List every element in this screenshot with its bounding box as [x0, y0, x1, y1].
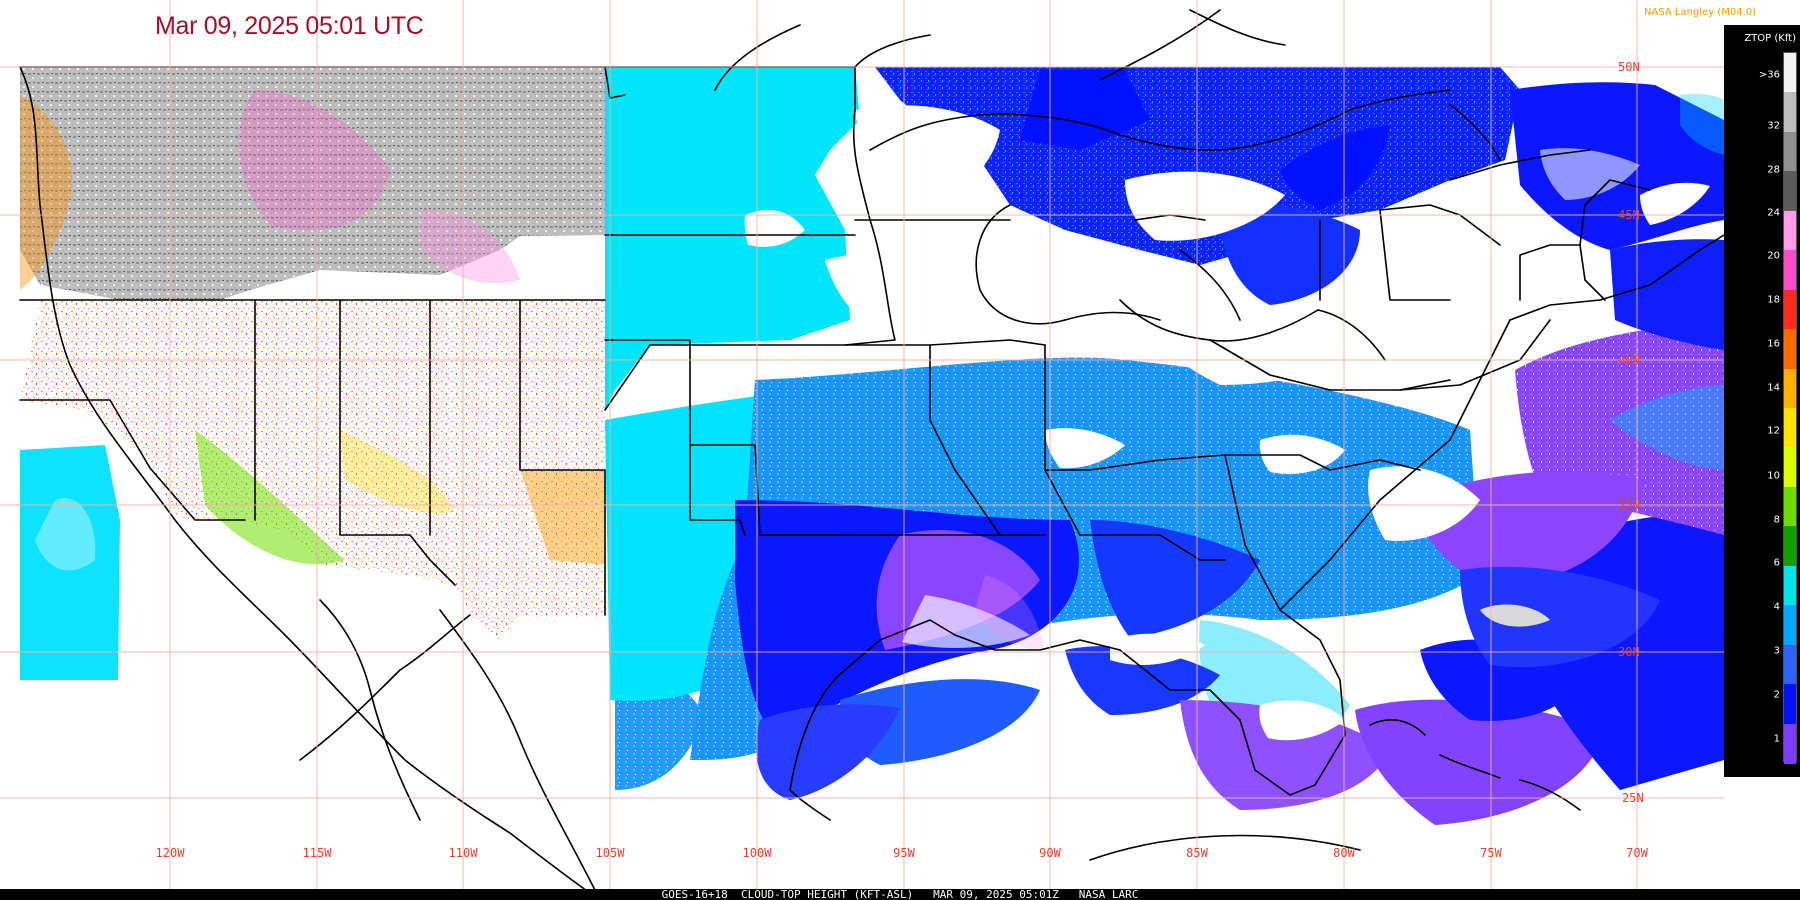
legend-title: ZTOP (Kft)	[1744, 33, 1796, 44]
legend-tick-0: >36	[1758, 69, 1780, 81]
legend-tick-14: 2	[1773, 689, 1780, 701]
longitude-label: 80W	[1333, 846, 1355, 860]
legend-segment-4	[1784, 210, 1796, 252]
legend-tick-2: 28	[1767, 164, 1780, 176]
latitude-label: 35N	[1618, 498, 1640, 512]
latitude-label: 50N	[1618, 60, 1640, 74]
attribution-label: NASA Langley (M04.0)	[1644, 7, 1756, 18]
boundaries	[19, 9, 1725, 900]
longitude-label: 75W	[1480, 846, 1502, 860]
legend-tick-10: 8	[1773, 514, 1780, 526]
longitude-label: 110W	[448, 846, 478, 860]
legend-tick-9: 10	[1767, 470, 1780, 482]
legend-tick-5: 18	[1767, 294, 1780, 306]
longitude-label: 100W	[742, 846, 772, 860]
longitude-label: 85W	[1186, 846, 1208, 860]
legend-segment-12	[1784, 526, 1796, 567]
legend-tick-4: 20	[1767, 250, 1780, 262]
legend-tick-3: 24	[1767, 207, 1780, 219]
longitude-label: 120W	[155, 846, 185, 860]
cloud-field-northwest	[20, 67, 705, 790]
timestamp-label: Mar 09, 2025 05:01 UTC	[155, 12, 424, 40]
clear-sky-regions	[744, 105, 1710, 741]
legend-tick-6: 16	[1767, 338, 1780, 350]
longitude-label: 115W	[302, 846, 332, 860]
legend-color-bar	[1783, 52, 1797, 764]
latitude-label: 25N	[1622, 791, 1644, 805]
latitude-label: 40N	[1618, 353, 1640, 367]
legend-segment-16	[1784, 684, 1796, 725]
legend-segment-6	[1784, 289, 1796, 331]
footer-bar: GOES-16+18 CLOUD-TOP HEIGHT (KFT-ASL) MA…	[0, 889, 1800, 900]
latitude-label: 30N	[1618, 645, 1640, 659]
latitude-label: 45N	[1618, 208, 1640, 222]
legend-segment-17	[1784, 723, 1796, 764]
legend-tick-11: 6	[1773, 557, 1780, 569]
legend-ticks: >36 32 28 24 20 18 16 14 12 10 8 6 4 3 2 1 0	[1724, 25, 1800, 789]
legend-segment-3	[1784, 171, 1796, 212]
legend-panel: ZTOP (Kft) >36 32 28 24 20 18 16 14 12 10 8 6 4 3 2 1 0	[1724, 25, 1800, 789]
legend-tick-16: 0	[1773, 777, 1780, 789]
legend-segment-2	[1784, 131, 1796, 173]
legend-tick-8: 12	[1767, 425, 1780, 437]
legend-segment-9	[1784, 408, 1796, 449]
legend-segment-10	[1784, 447, 1796, 488]
legend-segment-11	[1784, 486, 1796, 528]
legend-tick-13: 3	[1773, 645, 1780, 657]
legend-segment-8	[1784, 368, 1796, 409]
grid-lines	[0, 0, 1724, 889]
legend-tick-1: 32	[1767, 120, 1780, 132]
legend-segment-15	[1784, 644, 1796, 686]
legend-segment-5	[1784, 250, 1796, 291]
longitude-label: 70W	[1626, 846, 1648, 860]
longitude-label: 105W	[595, 846, 625, 860]
legend-segment-0	[1784, 53, 1796, 94]
legend-tick-12: 4	[1773, 601, 1780, 613]
legend-segment-14	[1784, 605, 1796, 646]
longitude-label: 90W	[1039, 846, 1061, 860]
legend-segment-13	[1784, 565, 1796, 607]
legend-segment-1	[1784, 92, 1796, 133]
legend-tick-7: 14	[1767, 382, 1780, 394]
legend-segment-7	[1784, 329, 1796, 370]
longitude-label: 95W	[893, 846, 915, 860]
legend-tick-15: 1	[1773, 733, 1780, 745]
